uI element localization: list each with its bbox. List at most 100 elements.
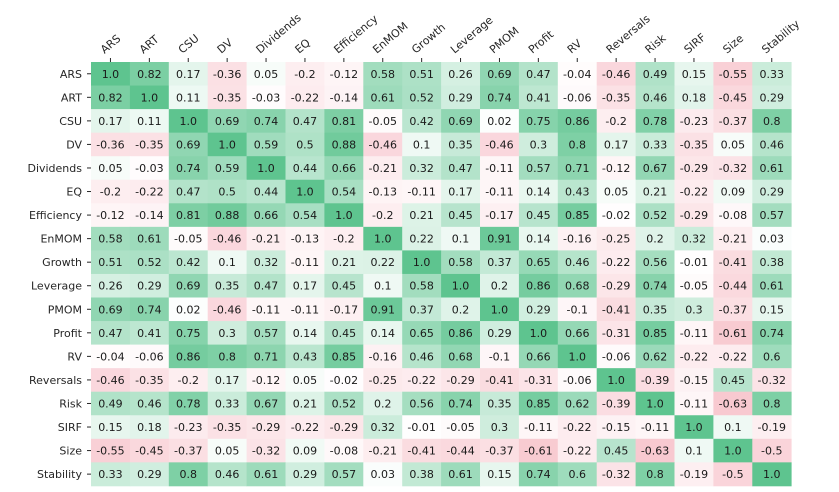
heatmap-cell-stability-efficiency [324,462,364,487]
heatmap-cell-profit-enmom [363,321,403,345]
heatmap-cell-sirf-size [713,415,753,440]
cell-value-label: 0.61 [254,468,279,481]
cell-value-label: 0.65 [526,256,551,269]
heatmap-cell-art-dividends [246,85,286,110]
heatmap-cell-leverage-sirf [674,273,714,298]
heatmap-cell-risk-dv [207,391,247,416]
heatmap-cell-size-pmom [480,438,520,463]
heatmap-cell-dividends-efficiency [324,156,364,181]
heatmap-cell-rv-enmom [363,344,403,369]
cell-value-label: 0.32 [254,256,279,269]
cell-value-label: 0.47 [448,162,473,175]
cell-value-label: 0.1 [218,256,236,269]
heatmap-cell-sirf-eq [285,415,325,440]
cell-value-label: 0.91 [371,303,396,316]
heatmap-cell-art-rv [557,85,598,110]
heatmap-cell-risk-efficiency [324,391,364,416]
heatmap-cell-art-art [129,85,170,110]
heatmap-cell-art-leverage [441,85,481,110]
cell-value-label: 0.86 [176,350,201,363]
heatmap-cell-enmom-size [713,226,753,251]
heatmap-cell-size-reversals [596,438,636,463]
heatmap-cell-rv-size [713,344,753,369]
cell-value-label: 0.29 [526,303,551,316]
heatmap-cell-csu-sirf [674,109,714,134]
cell-value-label: 0.18 [137,421,162,434]
cell-value-label: -0.41 [719,256,747,269]
cell-value-label: -0.5 [761,445,782,458]
cell-value-label: 0.14 [371,327,396,340]
heatmap-cell-efficiency-eq [285,203,325,228]
heatmap-cell-rv-dividends [246,344,286,369]
heatmap-cell-art-profit [518,85,559,110]
cell-value-label: 0.2 [452,303,470,316]
cell-value-label: 0.61 [448,468,473,481]
heatmap-cell-dv-efficiency [324,132,364,157]
cell-value-label: 0.05 [604,186,629,199]
heatmap-cell-art-dv [207,85,247,110]
heatmap-cell-stability-profit [518,462,559,487]
cell-value-label: 0.3 [491,421,509,434]
cell-value-label: -0.39 [602,397,630,410]
heatmap-cell-dv-eq [285,132,325,157]
cell-value-label: -0.2 [100,186,121,199]
cell-value-label: -0.11 [641,421,669,434]
cell-value-label: 0.61 [760,162,785,175]
cell-value-label: 0.32 [409,162,434,175]
heatmap-cell-dv-growth [402,132,442,157]
heatmap-cell-csu-art [129,109,170,134]
cell-value-label: 0.46 [643,91,668,104]
heatmap-cell-leverage-stability [752,273,792,298]
heatmap-cell-dv-size [713,132,753,157]
cell-value-label: -0.35 [213,91,241,104]
cell-value-label: 0.2 [374,397,392,410]
cell-value-label: 0.1 [724,421,742,434]
heatmap-cell-efficiency-efficiency [324,203,364,228]
heatmap-cell-enmom-csu [168,226,209,251]
heatmap-cell-reversals-ars [91,368,131,393]
heatmap-cell-stability-sirf [674,462,714,487]
cell-value-label: 0.41 [137,327,162,340]
cell-value-label: 0.65 [409,327,434,340]
heatmap-cells: 1.0 0.82 0.17 -0.36 0.05 -0.2 -0.12 0.58 0.51 0.2… [91,62,792,487]
heatmap-cell-efficiency-art [129,203,170,228]
cell-value-label: -0.46 [602,68,630,81]
heatmap-cell-growth-pmom [480,250,520,275]
heatmap-cell-enmom-enmom [363,226,403,251]
heatmap-cell-art-size [713,85,753,110]
cell-value-label: -0.2 [333,233,354,246]
cell-value-label: 0.37 [409,303,434,316]
cell-value-label: -0.05 [446,421,474,434]
cell-value-label: 0.66 [254,209,279,222]
cell-value-label: -0.39 [641,374,669,387]
cell-value-label: 0.17 [215,374,240,387]
heatmap-cell-enmom-ars [91,226,131,251]
heatmap-cell-csu-ars [91,109,131,134]
heatmap-cell-rv-reversals [596,344,636,369]
cell-value-label: 0.74 [487,91,512,104]
cell-value-label: 0.78 [643,115,668,128]
y-axis-tick-labels: ARS ART CSU DV Dividends EQ Efficiency EnMOM Gro… [27,68,91,481]
cell-value-label: -0.21 [369,162,397,175]
heatmap-cell-profit-growth [402,321,442,345]
cell-value-label: 0.1 [413,138,431,151]
cell-value-label: -0.2 [178,374,199,387]
heatmap-cell-risk-leverage [441,391,481,416]
y-tick-label-eq: EQ [66,186,82,199]
cell-value-label: 0.03 [760,233,785,246]
cell-value-label: -0.22 [602,256,630,269]
heatmap-cell-pmom-dv [207,297,247,322]
heatmap-cell-csu-dividends [246,109,286,134]
heatmap-cell-dv-csu [168,132,209,157]
heatmap-cell-leverage-dv [207,273,247,298]
cell-value-label: -0.21 [252,233,280,246]
cell-value-label: -0.41 [407,445,435,458]
cell-value-label: 0.2 [646,233,664,246]
cell-value-label: -0.16 [563,233,591,246]
heatmap-cell-profit-dv [207,321,247,345]
cell-value-label: 0.05 [254,68,279,81]
heatmap-cell-ars-eq [285,62,325,86]
heatmap-cell-eq-sirf [674,179,714,204]
cell-value-label: 0.69 [215,115,240,128]
